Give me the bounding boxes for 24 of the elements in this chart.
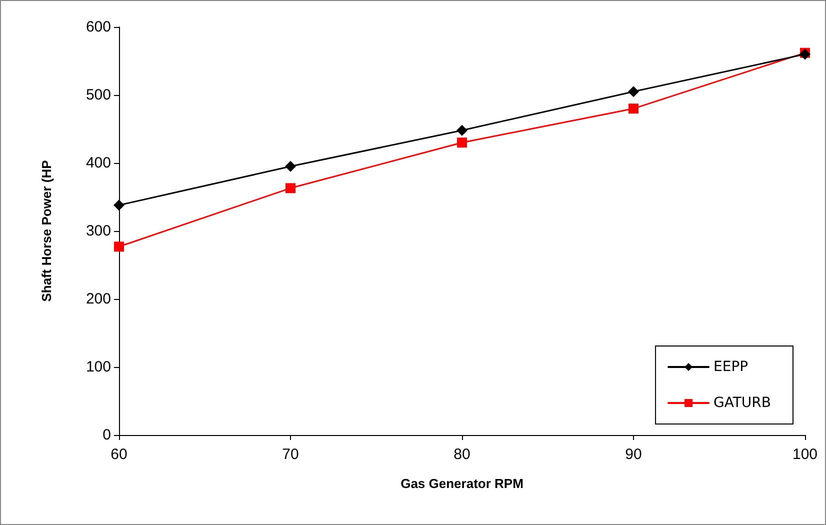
point [628, 104, 638, 114]
x-tick-label: 70 [282, 446, 299, 463]
legend-label: EEPP [714, 359, 748, 375]
legend-label: GATURB [714, 395, 772, 411]
x-axis-title: Gas Generator RPM [400, 476, 524, 491]
point [628, 86, 639, 98]
y-tick-label: 600 [86, 18, 111, 36]
point [114, 200, 124, 211]
x-tick-label: 60 [110, 446, 128, 463]
point [456, 124, 468, 136]
y-tick-label: 0 [102, 426, 111, 444]
x-tick-label: 80 [454, 446, 470, 463]
y-tick-label: 200 [86, 290, 111, 308]
point [286, 183, 296, 194]
y-tick-label: 500 [86, 86, 111, 104]
y-tick-label: 400 [86, 154, 111, 172]
x-tick-label: 100 [792, 446, 818, 463]
point [457, 138, 467, 148]
y-tick-label: 300 [86, 222, 111, 240]
y-tick-label: 100 [86, 358, 111, 376]
point [285, 160, 296, 172]
point [114, 242, 124, 252]
y-axis-title: Shaft Horse Power (HP [39, 160, 54, 302]
x-tick-label: 90 [625, 446, 642, 463]
